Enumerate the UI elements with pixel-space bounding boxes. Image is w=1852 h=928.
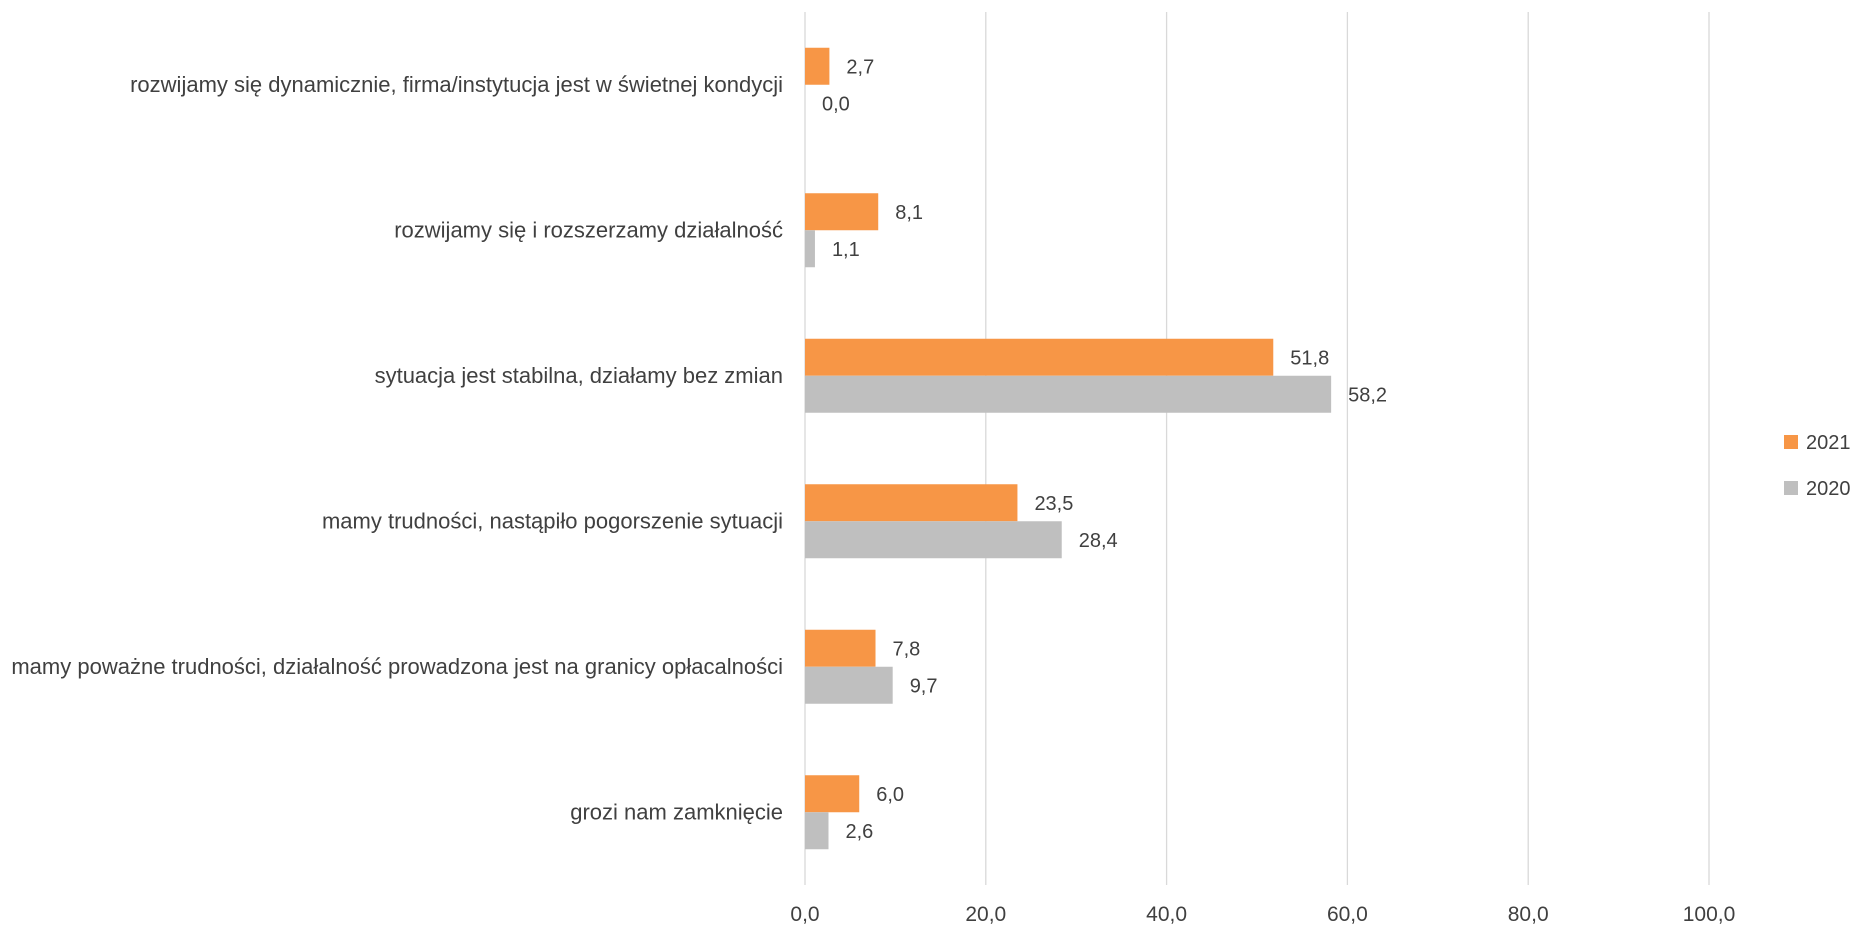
legend-swatch-2020	[1784, 481, 1798, 495]
bar-2020	[805, 375, 1332, 413]
bar-2021	[805, 484, 1018, 522]
gridlines	[804, 12, 1710, 885]
data-label-2020: 9,7	[910, 675, 938, 697]
bar-2020	[805, 230, 815, 268]
category-label: mamy poważne trudności, działalność prow…	[11, 654, 783, 679]
data-label-2021: 6,0	[876, 784, 904, 806]
data-labels: 2,7 0,0 8,1 1,1 51,8 58,2 23,5 28,4 7,8 9,7 6,02,6	[822, 56, 1387, 843]
x-tick-label: 100,0	[1683, 903, 1736, 926]
x-tick-label: 60,0	[1327, 903, 1368, 926]
bar-2020	[805, 666, 893, 704]
data-label-2021: 8,1	[895, 202, 923, 224]
category-label: rozwijamy się dynamicznie, firma/instytu…	[130, 72, 783, 97]
category-label: sytuacja jest stabilna, działamy bez zmi…	[375, 363, 783, 388]
bar-2020	[805, 521, 1062, 559]
legend-label-2020: 2020	[1806, 478, 1851, 500]
bar-2021	[805, 775, 860, 813]
data-label-2020: 28,4	[1079, 530, 1118, 552]
data-label-2020: 1,1	[832, 239, 860, 261]
bar-2021	[805, 629, 876, 667]
data-label-2021: 51,8	[1290, 347, 1329, 369]
category-labels: rozwijamy się dynamicznie, firma/instytu…	[11, 72, 783, 825]
bar-2021	[805, 193, 879, 231]
data-label-2021: 7,8	[893, 638, 921, 660]
legend-swatch-2021	[1784, 435, 1798, 449]
x-tick-label: 80,0	[1508, 903, 1549, 926]
bar-2020	[805, 812, 829, 850]
data-label-2020: 0,0	[822, 93, 850, 115]
legend: 2021 2020	[1784, 432, 1851, 500]
x-tick-label: 20,0	[965, 903, 1006, 926]
data-label-2020: 58,2	[1348, 384, 1387, 406]
x-axis-tick-labels: 0,0 20,0 40,0 60,0 80,0 100,0	[790, 903, 1735, 926]
data-label-2021: 23,5	[1034, 493, 1073, 515]
category-label: grozi nam zamknięcie	[570, 799, 783, 824]
category-label: mamy trudności, nastąpiło pogorszenie sy…	[322, 508, 783, 533]
category-label: rozwijamy się i rozszerzamy działalność	[394, 217, 783, 242]
legend-label-2021: 2021	[1806, 432, 1851, 454]
x-tick-label: 0,0	[790, 903, 819, 926]
data-label-2021: 2,7	[846, 56, 874, 78]
data-label-2020: 2,6	[846, 821, 874, 843]
x-tick-label: 40,0	[1146, 903, 1187, 926]
bars	[805, 47, 1332, 850]
bar-2021	[805, 47, 830, 85]
bar-2021	[805, 338, 1274, 376]
